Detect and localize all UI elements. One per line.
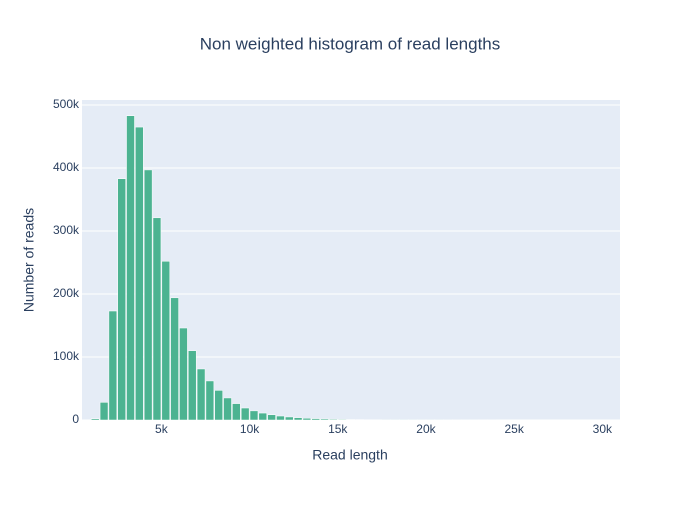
- bar: [338, 419, 346, 420]
- y-tick-label: 100k: [53, 349, 80, 363]
- bar: [224, 398, 232, 420]
- bar: [109, 311, 117, 420]
- bar: [197, 369, 205, 420]
- bar: [215, 390, 223, 420]
- bar: [127, 116, 135, 420]
- x-axis-label: Read length: [312, 447, 388, 463]
- bar: [303, 418, 311, 420]
- bar: [118, 179, 126, 420]
- bar: [250, 411, 258, 420]
- bar: [91, 419, 99, 420]
- bar: [294, 418, 302, 420]
- bar: [312, 419, 320, 420]
- bar: [347, 419, 355, 420]
- bar: [188, 351, 196, 420]
- bar: [144, 170, 152, 420]
- y-tick-label: 500k: [53, 97, 80, 111]
- bar: [100, 402, 108, 420]
- bar: [153, 218, 161, 420]
- bar: [329, 419, 337, 420]
- bar: [241, 408, 249, 420]
- x-tick-label: 20k: [416, 422, 436, 436]
- bar: [206, 381, 214, 420]
- chart-title: Non weighted histogram of read lengths: [200, 34, 501, 53]
- x-tick-label: 5k: [155, 422, 169, 436]
- x-tick-label: 30k: [593, 422, 613, 436]
- y-tick-label: 400k: [53, 160, 80, 174]
- bar: [162, 261, 170, 420]
- x-tick-label: 15k: [328, 422, 348, 436]
- bar: [232, 404, 240, 420]
- bar: [179, 328, 187, 420]
- bar: [135, 127, 143, 420]
- bar: [268, 415, 276, 420]
- bar: [321, 419, 329, 420]
- y-axis-label: Number of reads: [21, 208, 37, 312]
- bar: [171, 298, 179, 420]
- x-tick-label: 10k: [240, 422, 260, 436]
- y-tick-label: 300k: [53, 223, 80, 237]
- bar: [285, 417, 293, 420]
- y-tick-label: 200k: [53, 286, 80, 300]
- bar: [276, 416, 284, 420]
- x-tick-label: 25k: [504, 422, 524, 436]
- y-tick-label: 0: [72, 412, 79, 426]
- bar: [259, 413, 267, 420]
